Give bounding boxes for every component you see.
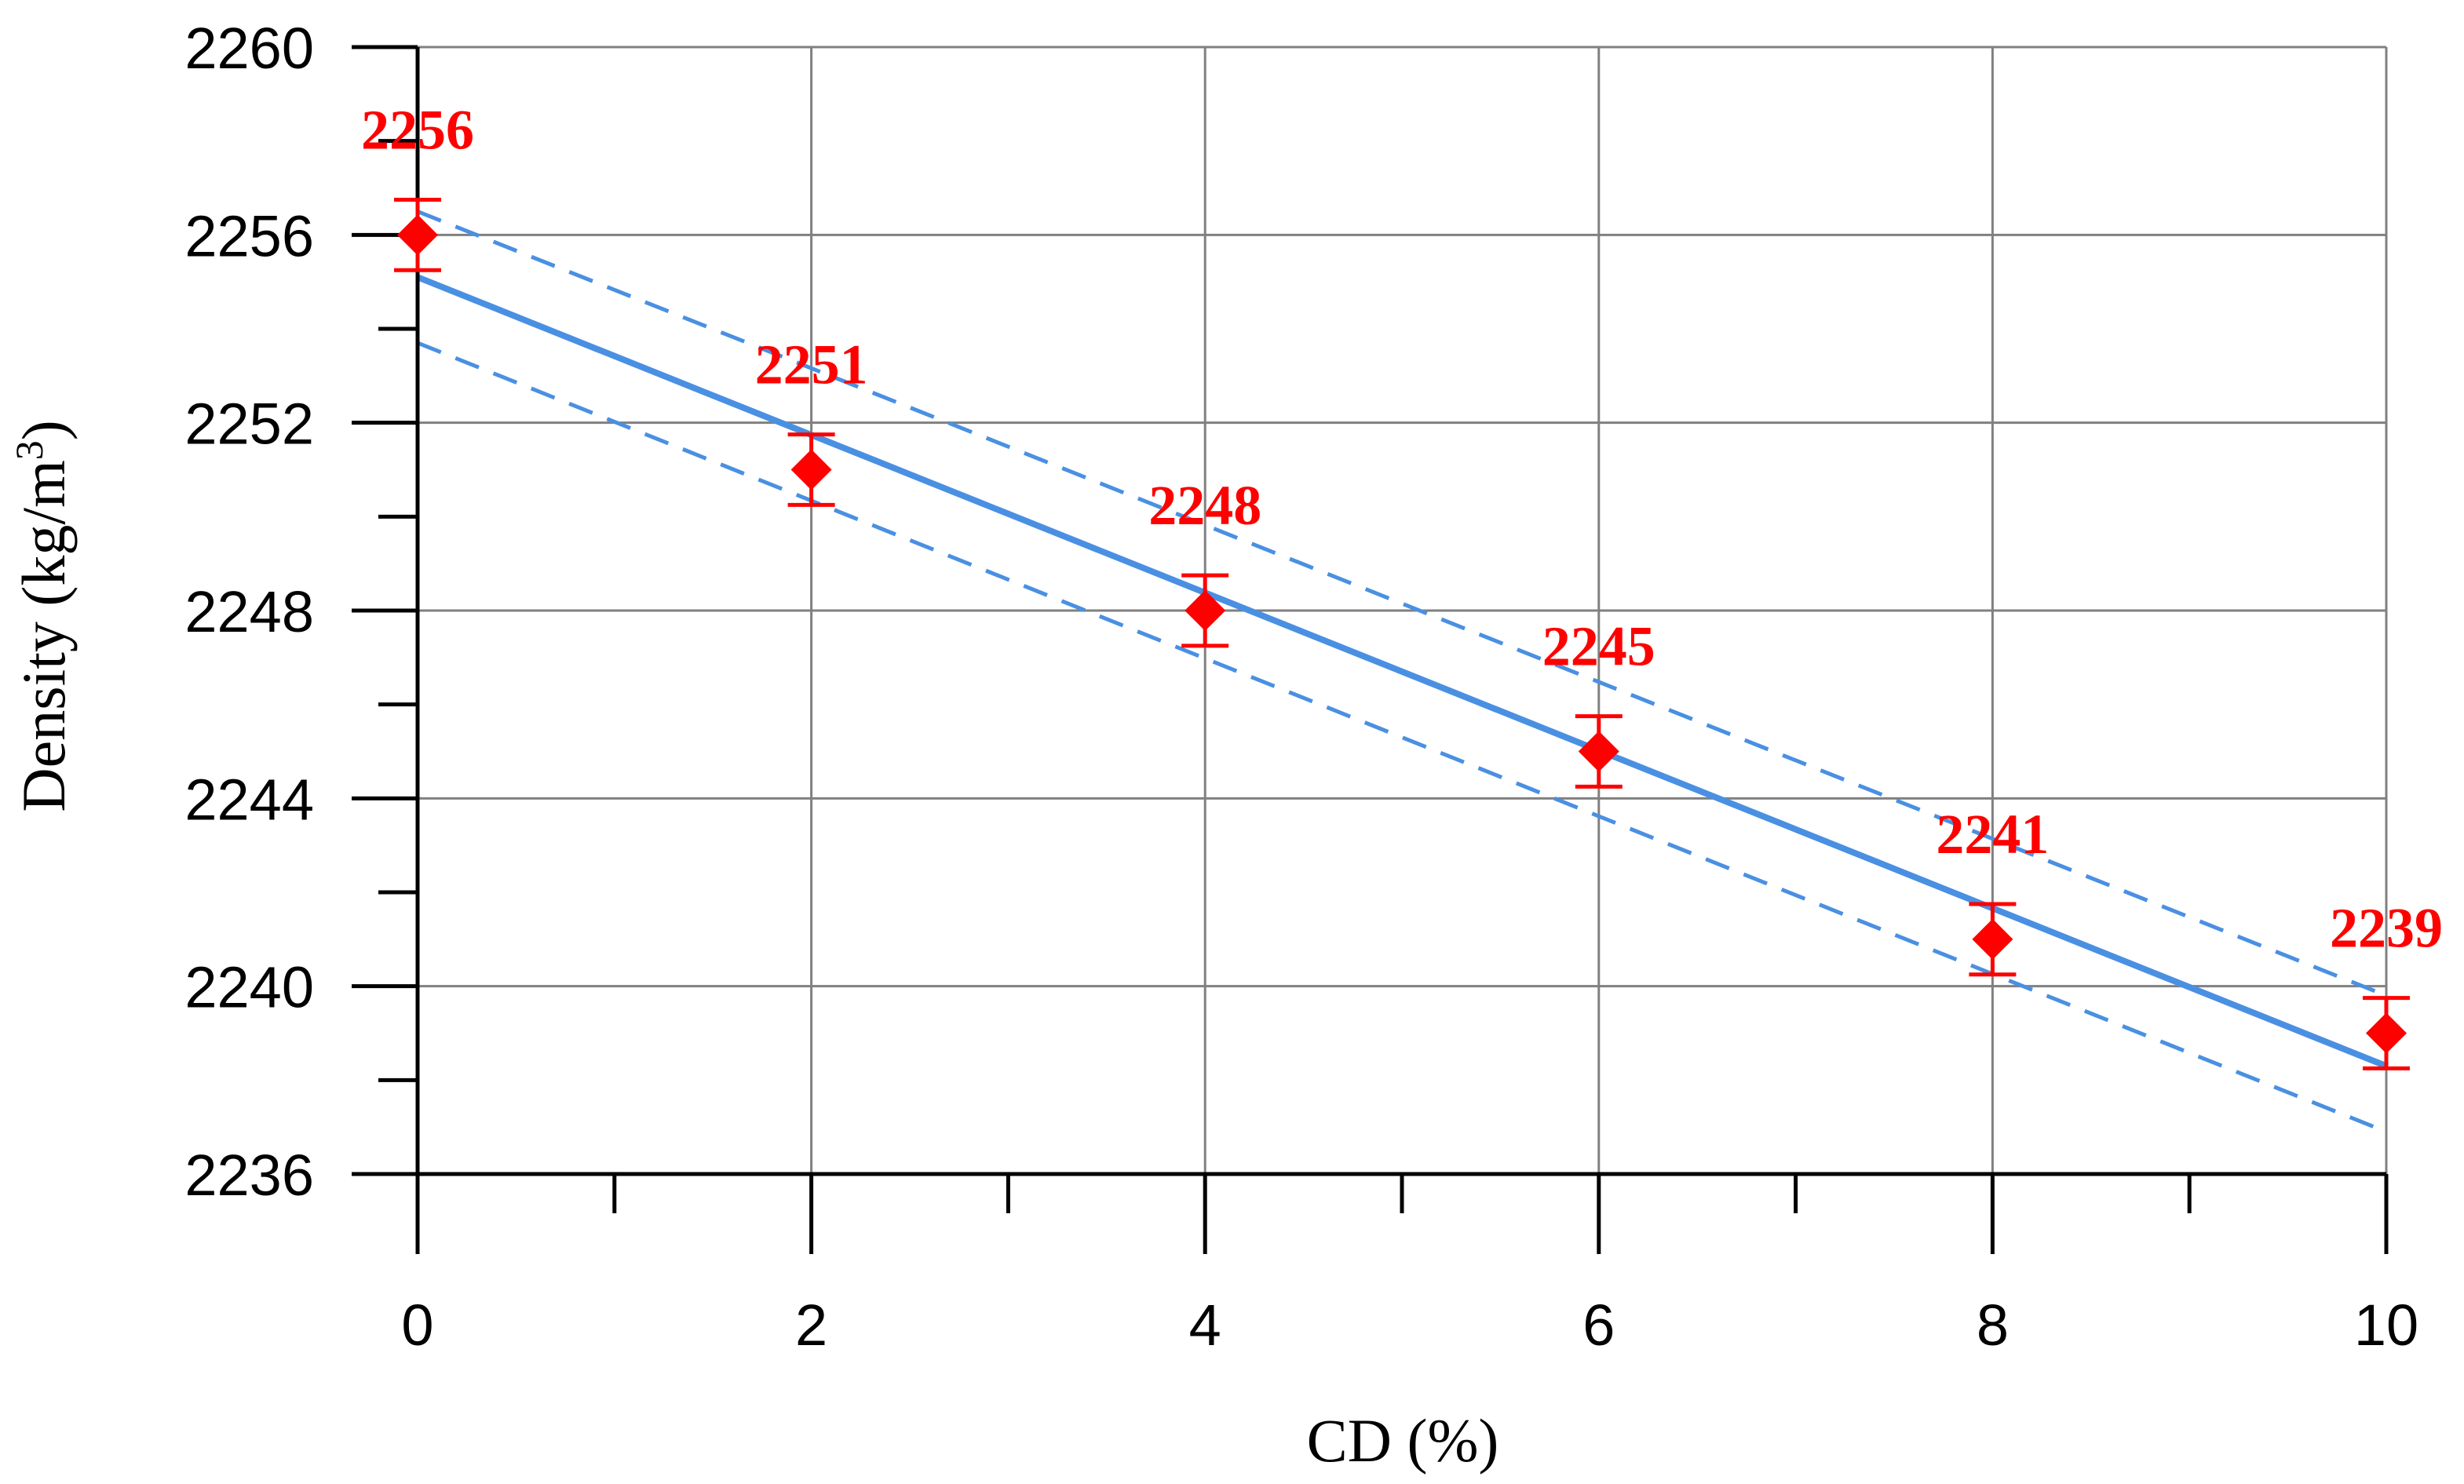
y-tick-label: 2248 xyxy=(184,579,314,644)
x-tick-label: 4 xyxy=(1189,1293,1221,1358)
y-axis-title-superscript: 3 xyxy=(7,440,51,460)
y-tick-label: 2244 xyxy=(184,767,314,832)
data-point-marker xyxy=(2366,1012,2407,1054)
data-label: 2239 xyxy=(2330,897,2443,960)
data-point-marker xyxy=(790,449,832,490)
regression-line xyxy=(416,274,2388,1070)
data-labels: 2256 2251 2248 2245 2241 2239 xyxy=(361,98,2443,959)
y-axis-title: Density (kg/m3) xyxy=(7,420,78,811)
y-tick-label: 2252 xyxy=(184,392,314,457)
y-tick-label: 2236 xyxy=(184,1143,314,1208)
fit-lines xyxy=(416,210,2388,1134)
data-point-marker xyxy=(1578,731,1619,772)
data-point-marker xyxy=(1972,918,2013,960)
data-points xyxy=(394,197,2410,1070)
confidence-lower-line xyxy=(417,341,2387,1134)
y-tick-label: 2260 xyxy=(184,16,314,81)
data-label: 2251 xyxy=(755,334,868,396)
y-axis-title-text: Density (kg/m xyxy=(9,460,78,811)
data-point-marker xyxy=(397,214,438,256)
x-tick-label: 10 xyxy=(2354,1293,2418,1358)
x-tick-label: 2 xyxy=(795,1293,827,1358)
x-tick-label: 8 xyxy=(1977,1293,2009,1358)
tick-labels: 0 2 4 6 8 10 2236 2240 2244 2248 2252 2256 2260 xyxy=(184,16,2418,1358)
x-axis-title: CD (%) xyxy=(1307,1406,1499,1475)
y-tick-label: 2240 xyxy=(184,955,314,1020)
confidence-upper-line xyxy=(417,210,2387,997)
grid-lines xyxy=(418,46,2388,1174)
data-label: 2245 xyxy=(1542,615,1655,678)
data-point-marker xyxy=(1185,590,1226,631)
x-tick-label: 0 xyxy=(401,1293,433,1358)
data-label: 2256 xyxy=(361,98,474,161)
axes xyxy=(352,45,2389,1254)
data-label: 2248 xyxy=(1148,474,1261,537)
x-tick-label: 6 xyxy=(1582,1293,1615,1358)
y-axis-title-suffix: ) xyxy=(9,420,78,440)
y-tick-label: 2256 xyxy=(184,203,314,268)
data-label: 2241 xyxy=(1936,803,2049,866)
